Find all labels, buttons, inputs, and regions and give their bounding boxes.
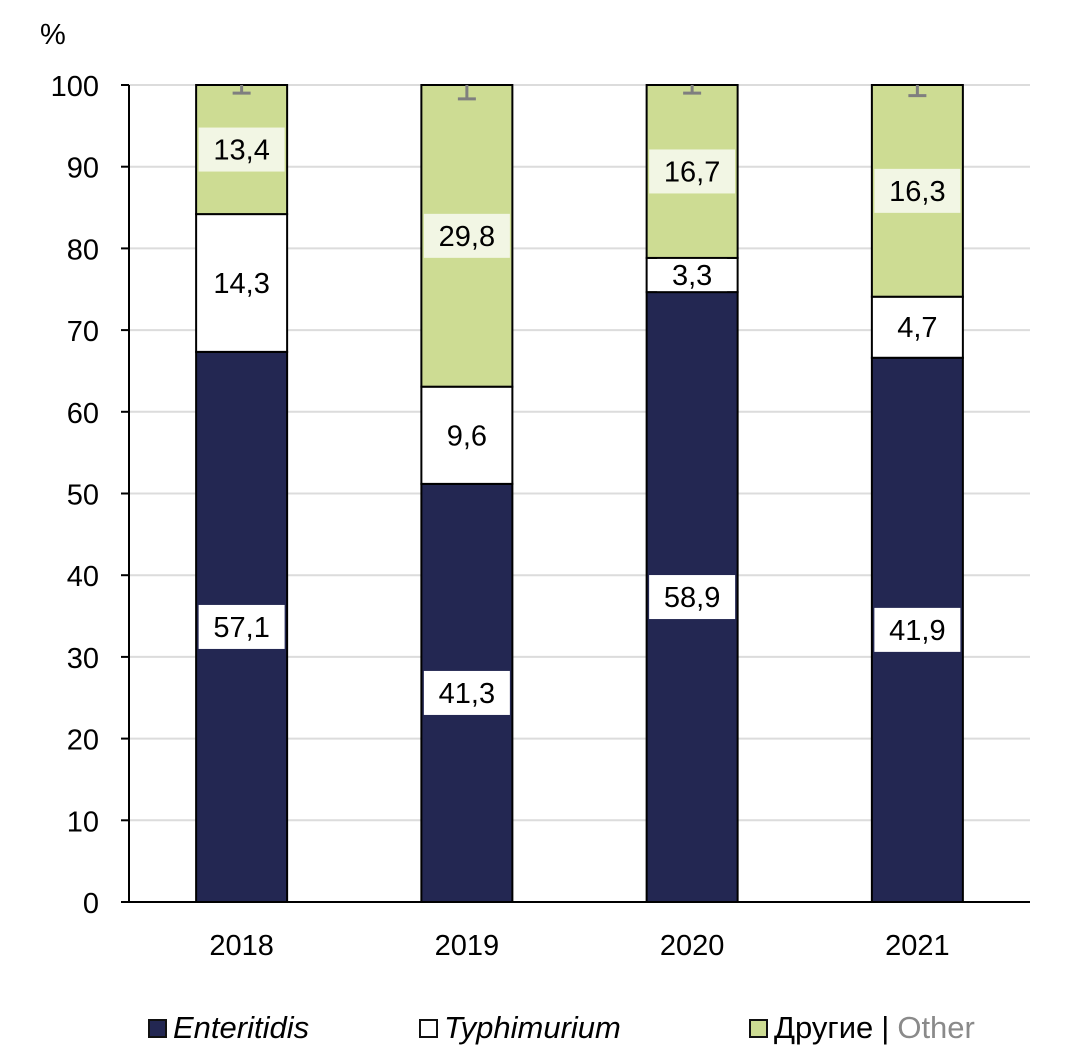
x-tick-label: 2018 — [209, 930, 274, 962]
y-tick-label: 20 — [67, 725, 99, 757]
data-label-box — [649, 149, 736, 194]
data-label: 16,3 — [889, 176, 945, 208]
data-label: 29,8 — [439, 221, 495, 253]
legend-item-enteritidis: Enteritidis — [148, 1010, 309, 1046]
data-label: 4,7 — [897, 312, 937, 344]
y-tick-label: 60 — [67, 398, 99, 430]
legend-separator: | — [881, 1010, 890, 1045]
x-tick-label: 2020 — [660, 930, 725, 962]
legend-label: Другие — [774, 1010, 874, 1045]
data-label: 41,9 — [889, 615, 945, 647]
y-tick-label: 80 — [67, 234, 99, 266]
data-label-box — [649, 575, 736, 620]
y-tick-label: 30 — [67, 643, 99, 675]
legend-swatch-other — [749, 1018, 768, 1038]
y-tick-label: 40 — [67, 561, 99, 593]
y-axis-label: % — [40, 19, 66, 51]
data-label: 16,7 — [664, 156, 720, 188]
data-label-box — [431, 413, 502, 458]
data-label-box — [874, 607, 961, 652]
y-tick-label: 0 — [83, 888, 99, 920]
legend-label-english: Other — [897, 1010, 975, 1045]
data-label-box — [423, 670, 510, 715]
legend: Enteritidis Typhimurium Другие | Other — [0, 1010, 1080, 1056]
y-tick-label: 100 — [51, 71, 99, 103]
legend-swatch-enteritidis — [148, 1018, 167, 1038]
data-label: 58,9 — [664, 582, 720, 614]
data-label: 9,6 — [447, 420, 487, 452]
legend-label: Enteritidis — [173, 1010, 310, 1045]
y-tick-label: 70 — [67, 316, 99, 348]
legend-item-other: Другие | Other — [749, 1010, 975, 1046]
error-bars — [232, 85, 927, 101]
data-label: 14,3 — [213, 268, 269, 300]
data-label: 57,1 — [213, 612, 269, 644]
axes: 0 10 20 30 40 50 60 70 80 90 100 2018 2019 2020 2021 — [51, 71, 1030, 962]
data-label-box — [874, 168, 961, 213]
data-label-box — [198, 260, 285, 305]
data-label-box — [882, 305, 953, 350]
y-tick-label: 50 — [67, 480, 99, 512]
legend-label: Typhimurium — [444, 1010, 621, 1045]
data-label-box — [198, 604, 285, 649]
y-tick-label: 90 — [67, 153, 99, 185]
y-tick-label: 10 — [67, 806, 99, 838]
data-label: 3,3 — [672, 260, 712, 292]
data-label: 13,4 — [213, 135, 269, 167]
data-label: 41,3 — [439, 678, 495, 710]
data-labels: 57,1 14,3 13,4 41,3 9,6 29,8 58,9 3,3 16,7 41,9 4,… — [198, 127, 961, 715]
data-label-box — [198, 127, 285, 172]
x-tick-label: 2019 — [435, 930, 500, 962]
data-label-box — [423, 213, 510, 258]
legend-item-typhimurium: Typhimurium — [419, 1010, 621, 1046]
stacked-bar-chart: 57,1 14,3 13,4 41,3 9,6 29,8 58,9 3,3 16,7 41,9 4,… — [40, 19, 1030, 962]
legend-swatch-typhimurium — [419, 1018, 438, 1038]
x-tick-label: 2021 — [885, 930, 950, 962]
data-label-box — [657, 258, 728, 292]
